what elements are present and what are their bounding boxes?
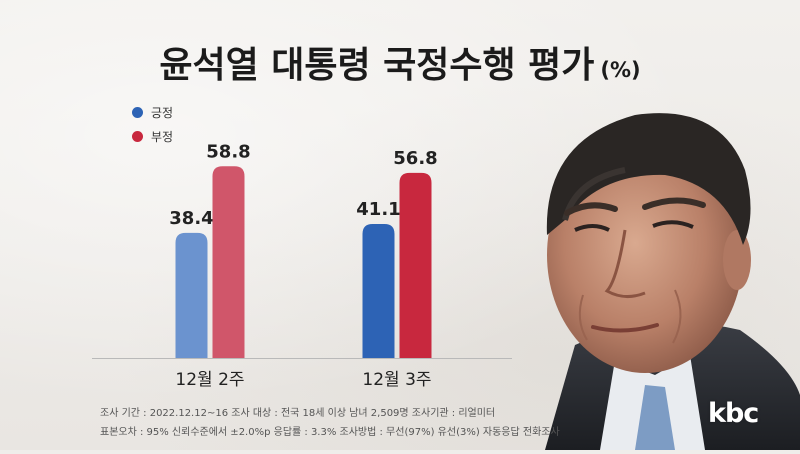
legend-dot-positive	[132, 106, 143, 118]
legend-label-negative: 부정	[151, 129, 174, 144]
category-label-2: 12월 3주	[362, 370, 431, 390]
bar-positive-2	[362, 224, 395, 358]
portrait-photo	[505, 95, 800, 454]
legend-item-positive: 긍정	[132, 100, 173, 124]
survey-info-line-1: 조사 기간 : 2022.12.12~16 조사 대상 : 전국 18세 이상 …	[100, 408, 496, 419]
survey-info-line-2: 표본오차 : 95% 신뢰수준에서 ±2.0%p 응답률 : 3.3% 조사방법…	[100, 427, 560, 438]
bar-positive-1	[175, 232, 208, 358]
legend-item-negative: 부정	[132, 124, 173, 148]
legend-dot-negative	[132, 130, 143, 142]
value-label-positive-1: 38.4	[169, 208, 213, 229]
title-text: 윤석열 대통령 국정수행 평가	[159, 45, 595, 86]
value-label-positive-2: 41.1	[356, 199, 400, 220]
value-label-negative-2: 56.8	[393, 148, 437, 169]
chart-title: 윤석열 대통령 국정수행 평가 (%)	[0, 36, 800, 88]
bar-negative-2	[399, 172, 432, 358]
legend-label-positive: 긍정	[151, 105, 174, 120]
category-label-1: 12월 2주	[175, 370, 244, 390]
legend: 긍정 부정	[132, 100, 173, 148]
title-unit: (%)	[600, 58, 641, 82]
kbc-logo: kbc	[708, 398, 759, 429]
value-label-negative-1: 58.8	[206, 141, 250, 162]
bar-negative-1	[212, 166, 245, 358]
